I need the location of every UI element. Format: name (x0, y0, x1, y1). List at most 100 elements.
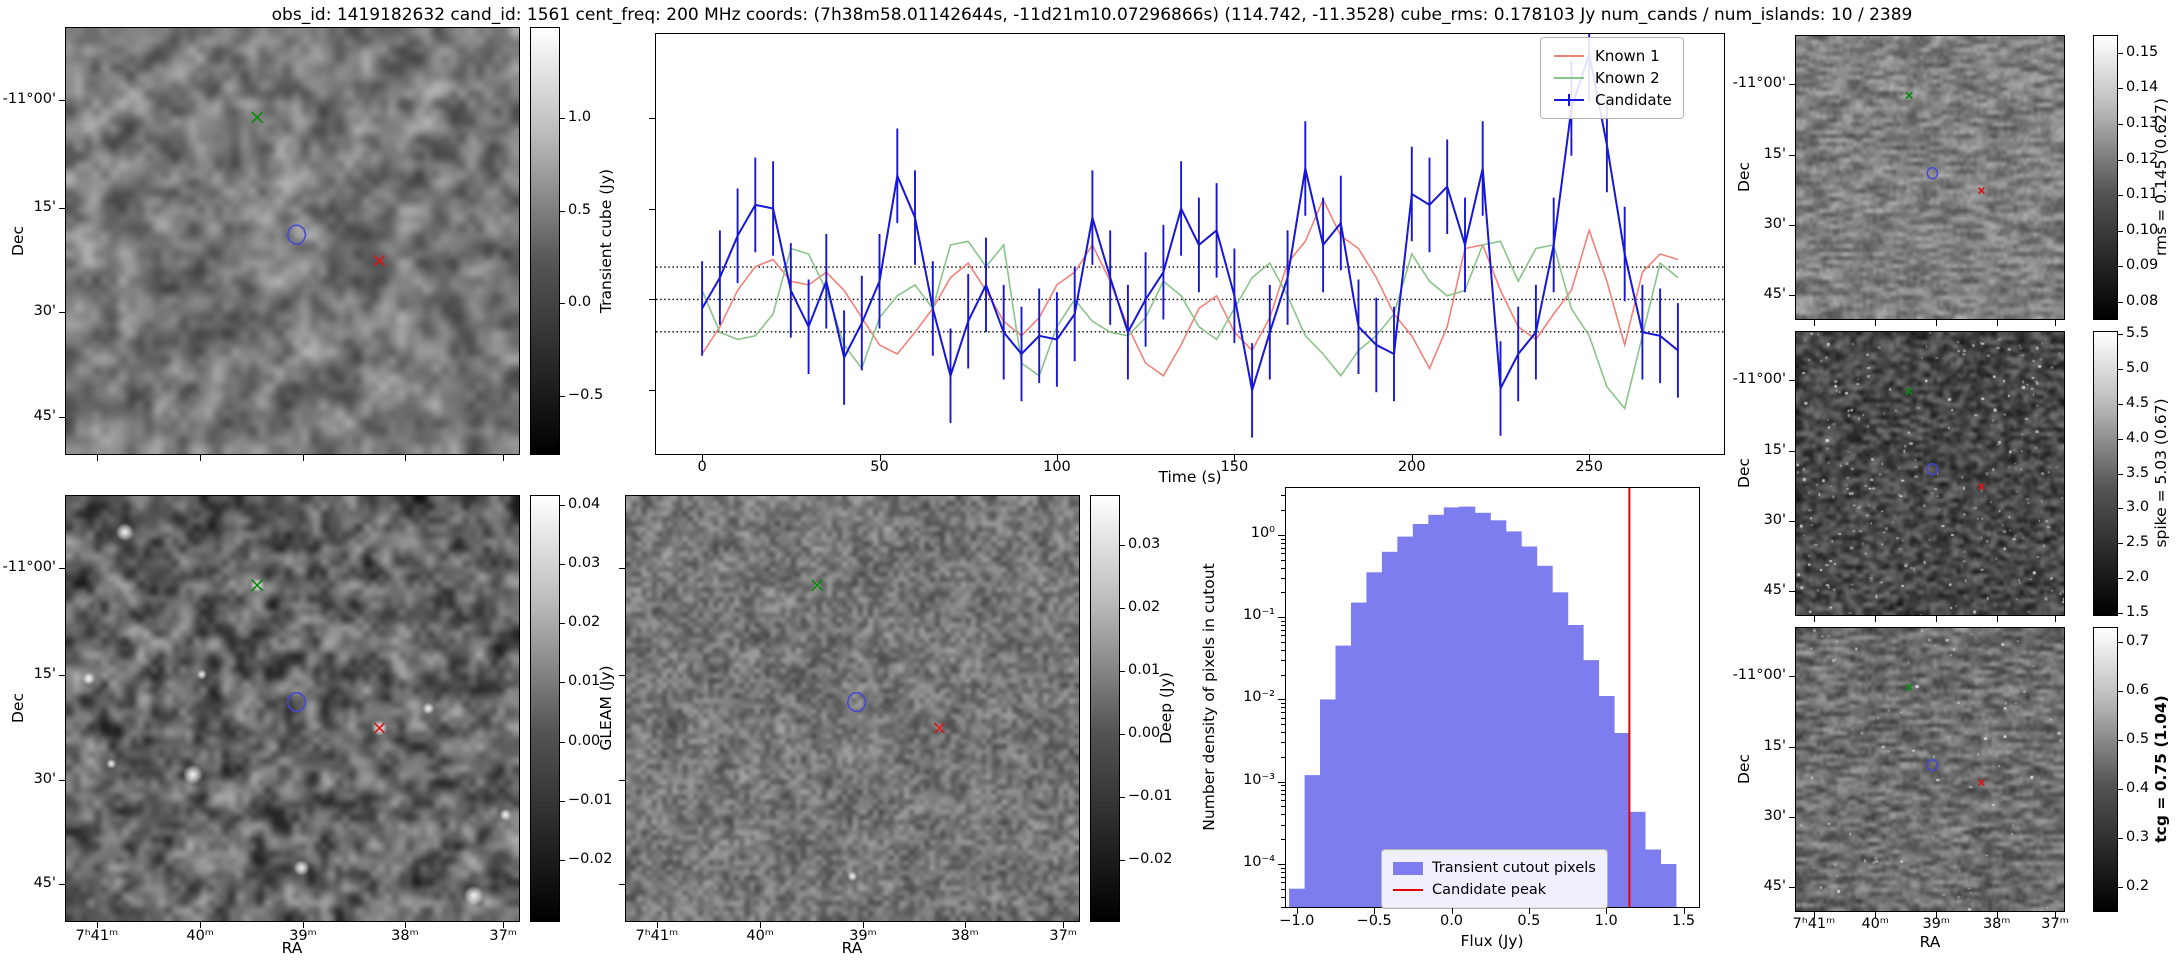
hist-bar (1567, 625, 1584, 907)
tick-mark (560, 504, 565, 506)
tick-mark (1296, 908, 1298, 914)
tick-mark (1120, 544, 1125, 546)
colorbar-tick-label: 0.00 (1128, 725, 1161, 742)
tick-mark (200, 922, 202, 928)
histogram-legend: Transient cutout pixels Candidate peak (1381, 849, 1608, 909)
legend-label: Known 1 (1595, 47, 1660, 65)
ra-tick-label: 37ᵐ (1049, 928, 1077, 944)
tick-mark (702, 455, 704, 461)
tick-mark (1281, 756, 1285, 758)
ra-tick-label: 40ᵐ (1861, 916, 1889, 932)
tick-mark (879, 455, 881, 461)
ra-tick-label: 7ʰ41ᵐ (635, 928, 679, 944)
time-tick-label: 250 (1575, 459, 1603, 475)
known1-x-marker (373, 254, 386, 267)
known2-x-marker (1905, 91, 1913, 100)
tick-mark (1278, 699, 1285, 701)
ra-tick-label: 38ᵐ (951, 928, 979, 944)
tick-mark (1281, 824, 1285, 826)
colorbar-tick-label: 0.00 (568, 732, 601, 749)
tick-mark (619, 884, 625, 886)
tick-mark (404, 455, 406, 461)
known1-x-marker (1977, 779, 1985, 787)
hist-bar (1474, 512, 1491, 907)
tick-mark (1281, 896, 1285, 898)
tick-mark (649, 208, 655, 210)
tick-mark (1281, 567, 1285, 569)
tick-mark (964, 922, 966, 928)
legend-label: Known 2 (1595, 69, 1660, 87)
tick-mark (1281, 577, 1285, 579)
tick-mark (1281, 592, 1285, 594)
flux-tick-label: 1.5 (1672, 913, 1696, 929)
colorbar-tick-label: 1.5 (2126, 603, 2150, 620)
spike-colorbar (2093, 331, 2118, 616)
candidate-errorbar-key-icon (1554, 94, 1584, 106)
tick-mark (59, 568, 65, 570)
time-tick-label: 50 (870, 459, 889, 475)
colorbar-tick-label: 3.0 (2126, 499, 2150, 516)
tick-mark (1589, 455, 1591, 461)
tick-mark (1528, 908, 1530, 914)
dec-axis-label: Dec (1735, 162, 1753, 192)
tick-mark (619, 675, 625, 677)
tick-mark (1281, 871, 1285, 873)
dec-axis-label: Dec (9, 226, 27, 256)
tick-mark (1281, 806, 1285, 808)
tick-mark (1281, 789, 1285, 791)
colorbar-tick-label: 0.13 (2126, 114, 2159, 131)
deep-colorbar (1090, 495, 1120, 922)
tick-mark (1281, 882, 1285, 884)
tick-mark (1936, 320, 1938, 326)
tick-mark (2118, 195, 2123, 197)
tick-mark (59, 100, 65, 102)
tick-mark (1281, 724, 1285, 726)
deep-marker-overlay (811, 579, 946, 734)
tick-mark (1063, 922, 1065, 928)
tick-mark (649, 117, 655, 119)
tick-mark (1813, 320, 1815, 326)
tcg-colorbar-label: tcg = 0.75 (1.04) (2152, 695, 2170, 843)
tick-mark (1789, 886, 1795, 888)
hist-bar (1320, 699, 1337, 907)
gleam-panel (65, 495, 520, 922)
tick-mark (2118, 740, 2123, 742)
colorbar-tick-label: 0.03 (1128, 535, 1161, 552)
flux-tick-label: 1.0 (1594, 913, 1618, 929)
tick-mark (1683, 908, 1685, 914)
colorbar-tick-label: −0.02 (1128, 851, 1173, 868)
tick-mark (1606, 908, 1608, 914)
colorbar-tick-label: −0.01 (568, 791, 613, 808)
tick-mark (2118, 334, 2123, 336)
dec-tick-label: 45' (1763, 581, 1786, 598)
tick-mark (1789, 521, 1795, 523)
tick-mark (1451, 908, 1453, 914)
hist-bar (1366, 572, 1383, 907)
candidate-contour (1926, 463, 1939, 476)
tick-mark (2118, 838, 2123, 840)
tick-mark (1789, 225, 1795, 227)
tick-mark (1789, 747, 1795, 749)
known1-x-marker (1977, 483, 1985, 491)
tick-mark (1281, 799, 1285, 801)
tick-mark (1281, 629, 1285, 631)
legend-label: Candidate peak (1432, 882, 1547, 898)
tick-mark (1120, 608, 1125, 610)
transient-cube-panel (65, 27, 520, 455)
transient-cube-marker-overlay (251, 111, 386, 267)
flux-tick-label: −1.0 (1279, 913, 1315, 929)
tick-mark (1789, 83, 1795, 85)
tick-mark (1875, 616, 1877, 622)
tick-mark (2118, 159, 2123, 161)
tick-mark (656, 922, 658, 928)
tick-mark (2118, 543, 2123, 545)
known2-x-marker (811, 579, 824, 592)
colorbar-tick-label: 0.01 (568, 673, 601, 690)
hist-bar (1536, 565, 1553, 907)
dec-tick-label: 30' (1763, 808, 1786, 825)
legend-entry: Candidate peak (1393, 879, 1596, 901)
flux-axis-label: Flux (Jy) (1460, 932, 1524, 950)
ra-tick-label: 40ᵐ (186, 928, 214, 944)
tick-mark (1789, 590, 1795, 592)
